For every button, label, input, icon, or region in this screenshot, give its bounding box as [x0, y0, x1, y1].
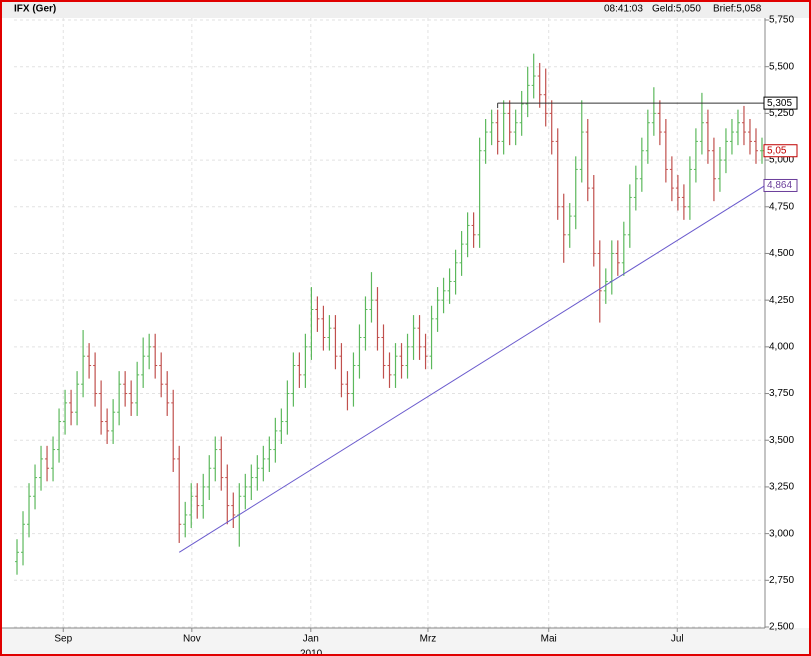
price-label-box — [763, 96, 798, 110]
time: 08:41:03 — [604, 4, 643, 15]
y-tick-label: 5,000 — [769, 155, 794, 166]
y-tick-label: 5,500 — [769, 61, 794, 72]
price-label: 5,305 — [767, 98, 792, 109]
y-tick-label: 2,500 — [769, 622, 794, 633]
y-tick-label: 3,000 — [769, 528, 794, 539]
ask: Brief:5,058 — [713, 4, 762, 15]
chart-title: IFX (Ger) — [14, 4, 56, 15]
bid: Geld:5,050 — [652, 4, 701, 15]
x-tick-label: Nov — [183, 634, 201, 645]
x-axis-band — [0, 628, 811, 656]
y-tick-label: 4,000 — [769, 341, 794, 352]
y-tick-label: 4,750 — [769, 201, 794, 212]
year-label: 2010 — [300, 649, 323, 656]
y-tick-label: 3,750 — [769, 388, 794, 399]
price-label: 4,864 — [767, 180, 792, 191]
header-bar — [0, 0, 811, 18]
y-tick-label: 3,500 — [769, 435, 794, 446]
x-tick-label: Jul — [671, 634, 684, 645]
trend-line — [178, 185, 766, 553]
y-tick-label: 4,250 — [769, 295, 794, 306]
plot-area: 2,500 2,750 3,000 3,250 3,500 3,750 4,000 4,250… — [14, 15, 794, 645]
x-tick-label: Sep — [54, 634, 72, 645]
y-tick-label: 5,750 — [769, 15, 794, 26]
price-label-box — [763, 178, 798, 192]
y-tick-label: 3,250 — [769, 482, 794, 493]
y-tick-label: 4,500 — [769, 248, 794, 259]
x-tick-label: Mai — [541, 634, 557, 645]
y-tick-label: 2,750 — [769, 575, 794, 586]
x-tick-label: Jan — [303, 634, 319, 645]
x-tick-label: Mrz — [420, 634, 437, 645]
price-label: 5,05 — [767, 145, 787, 156]
y-tick-label: 5,250 — [769, 108, 794, 119]
price-label-box — [763, 144, 798, 158]
